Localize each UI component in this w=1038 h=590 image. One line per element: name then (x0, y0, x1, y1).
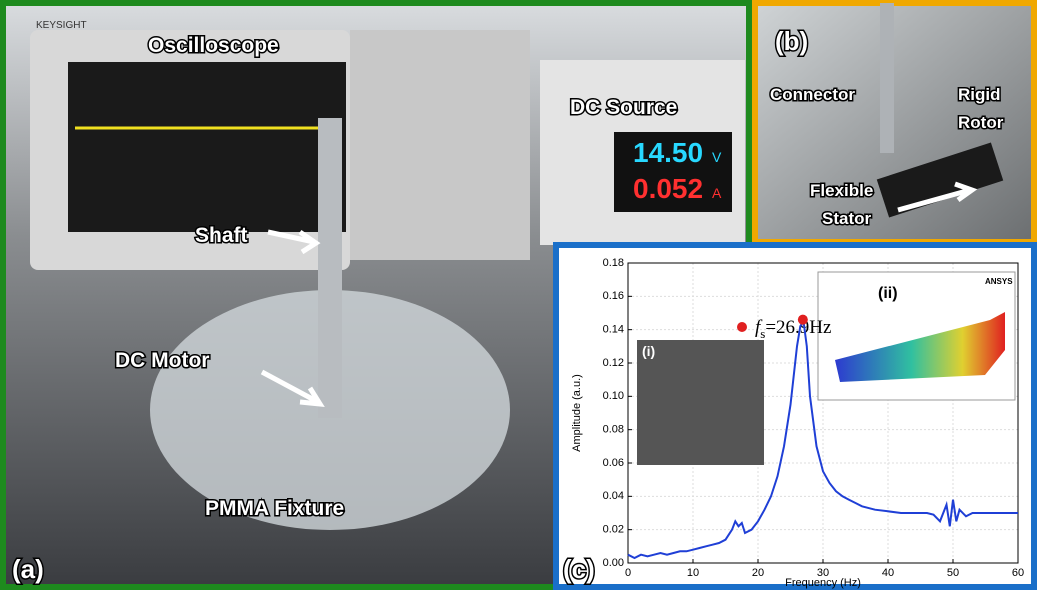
panel-c-label: (c) (563, 554, 595, 584)
x-tick-label: 60 (1012, 567, 1024, 579)
inset-ii-label: (ii) (878, 285, 898, 302)
motor-arrow (260, 369, 325, 407)
brand: KEYSIGHT (36, 20, 87, 31)
dc-source-display (614, 132, 732, 212)
x-tick-label: 20 (752, 567, 764, 579)
panel-b-label: (b) (775, 26, 808, 56)
stator-arrow (897, 181, 978, 213)
x-tick-label: 40 (882, 567, 894, 579)
x-tick-label: 10 (687, 567, 699, 579)
connector-label: Connector (770, 85, 855, 104)
y-tick-label: 0.06 (603, 457, 624, 469)
y-axis-title: Amplitude (a.u.) (571, 374, 583, 452)
annotation-rest: =26.9Hz (765, 317, 831, 338)
panel-c: (i) (ii) ANSYS fs=26.9Hz Frequency (Hz) … (553, 242, 1037, 590)
oscilloscope-controls (350, 30, 530, 260)
legend-point (737, 322, 747, 332)
oscilloscope-label: Oscilloscope (148, 34, 279, 57)
inset-i (637, 340, 764, 465)
fixture-label: PMMA Fixture (205, 497, 344, 520)
annotation: fs=26.9Hz (755, 317, 831, 341)
stator-shape (876, 142, 1004, 218)
annotation-f: f (755, 317, 763, 338)
dc-motor-label: DC Motor (115, 349, 209, 372)
x-tick-label: 30 (817, 567, 829, 579)
shaft-shape (880, 3, 894, 153)
y-tick-label: 0.00 (603, 557, 624, 569)
x-tick-label: 0 (625, 567, 631, 579)
current: 0.052 (633, 173, 703, 204)
panel-b: (b) Connector Rigid Rotor Flexible Stato… (752, 0, 1037, 245)
rigid-label: Rigid (958, 85, 1001, 104)
inset-i-label: (i) (642, 343, 655, 359)
voltage-unit: V (712, 149, 722, 165)
shaft-shape (318, 118, 342, 418)
y-tick-label: 0.14 (603, 324, 624, 336)
x-tick-label: 50 (947, 567, 959, 579)
y-tick-label: 0.04 (603, 490, 624, 502)
y-tick-label: 0.12 (603, 357, 624, 369)
peak-point (797, 314, 808, 325)
y-tick-label: 0.02 (603, 524, 624, 536)
voltage: 14.50 (633, 137, 703, 168)
inset-ii-model (835, 312, 1005, 382)
rotor-label: Rotor (958, 113, 1004, 132)
shaft-label: Shaft (195, 224, 248, 247)
oscilloscope-screen (68, 62, 346, 232)
y-tick-label: 0.08 (603, 424, 624, 436)
y-tick-label: 0.18 (603, 257, 624, 269)
inset-ii-brand: ANSYS (985, 277, 1013, 286)
y-tick-label: 0.10 (603, 390, 624, 402)
flexible-label: Flexible (810, 181, 873, 200)
shaft-arrow (267, 229, 321, 255)
series-line (627, 318, 1018, 560)
y-tick-label: 0.16 (603, 290, 624, 302)
x-axis-title: Frequency (Hz) (785, 577, 861, 589)
annotation-sub: s (760, 326, 765, 341)
panel-a: KEYSIGHT 14.50 V 0.052 A Oscilloscope DC… (0, 0, 752, 590)
current-unit: A (712, 185, 722, 201)
panel-a-label: (a) (12, 554, 44, 584)
dc-source-label: DC Source (570, 96, 677, 119)
stator-label: Stator (822, 209, 872, 228)
